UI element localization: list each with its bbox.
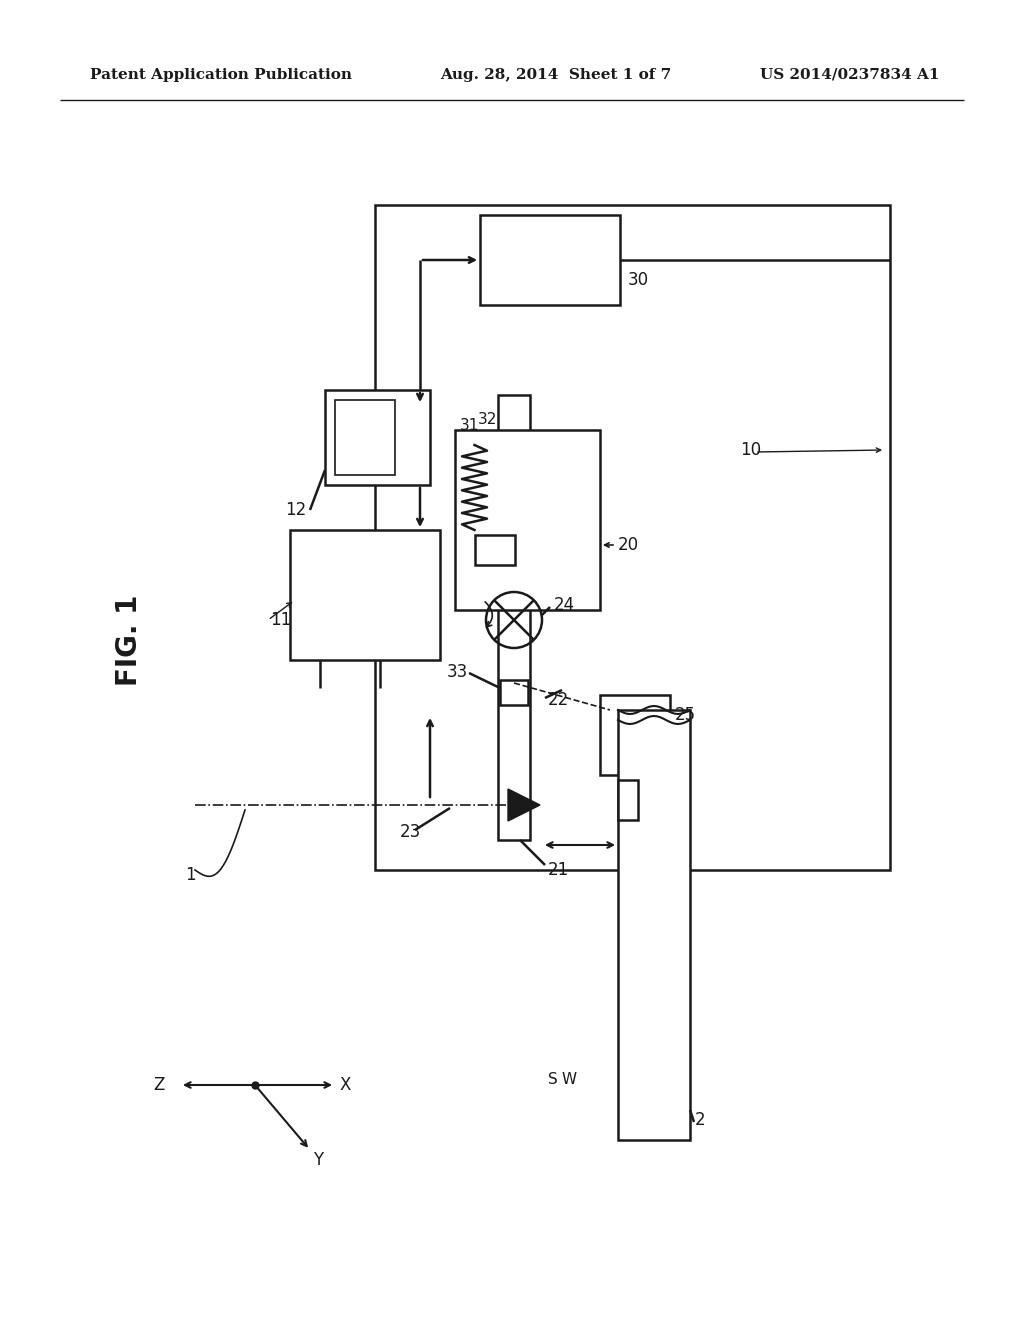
Text: 24: 24 [554,597,575,614]
Text: 32: 32 [478,412,498,428]
Text: Z: Z [154,1076,165,1094]
Text: US 2014/0237834 A1: US 2014/0237834 A1 [760,69,939,82]
Bar [500,680,528,705]
Bar [290,531,440,660]
Text: 20: 20 [618,536,639,554]
Text: 33: 33 [446,663,468,681]
Text: 2: 2 [695,1111,706,1129]
Text: Patent Application Publication: Patent Application Publication [90,69,352,82]
Text: 11: 11 [270,611,291,630]
Bar [618,710,690,1140]
Text: 1: 1 [185,866,196,884]
Bar [618,780,638,820]
Text: 23: 23 [400,822,421,841]
Text: 10: 10 [740,441,761,459]
Polygon shape [508,789,540,821]
Text: X: X [340,1076,351,1094]
Bar [375,205,890,870]
Bar [475,535,515,565]
Bar [335,400,395,475]
Text: Aug. 28, 2014  Sheet 1 of 7: Aug. 28, 2014 Sheet 1 of 7 [440,69,672,82]
Bar [455,430,600,610]
Text: W: W [562,1072,578,1088]
Text: S: S [548,1072,558,1088]
Text: 21: 21 [548,861,569,879]
Text: 31: 31 [460,417,479,433]
Text: FIG. 1: FIG. 1 [115,594,143,685]
Bar [498,395,530,840]
Text: 25: 25 [675,706,696,723]
Text: 12: 12 [285,502,306,519]
Bar [480,215,620,305]
Text: Y: Y [313,1151,324,1170]
Bar [325,389,430,484]
Bar [600,696,670,775]
Text: 30: 30 [628,271,649,289]
Text: 22: 22 [548,690,569,709]
